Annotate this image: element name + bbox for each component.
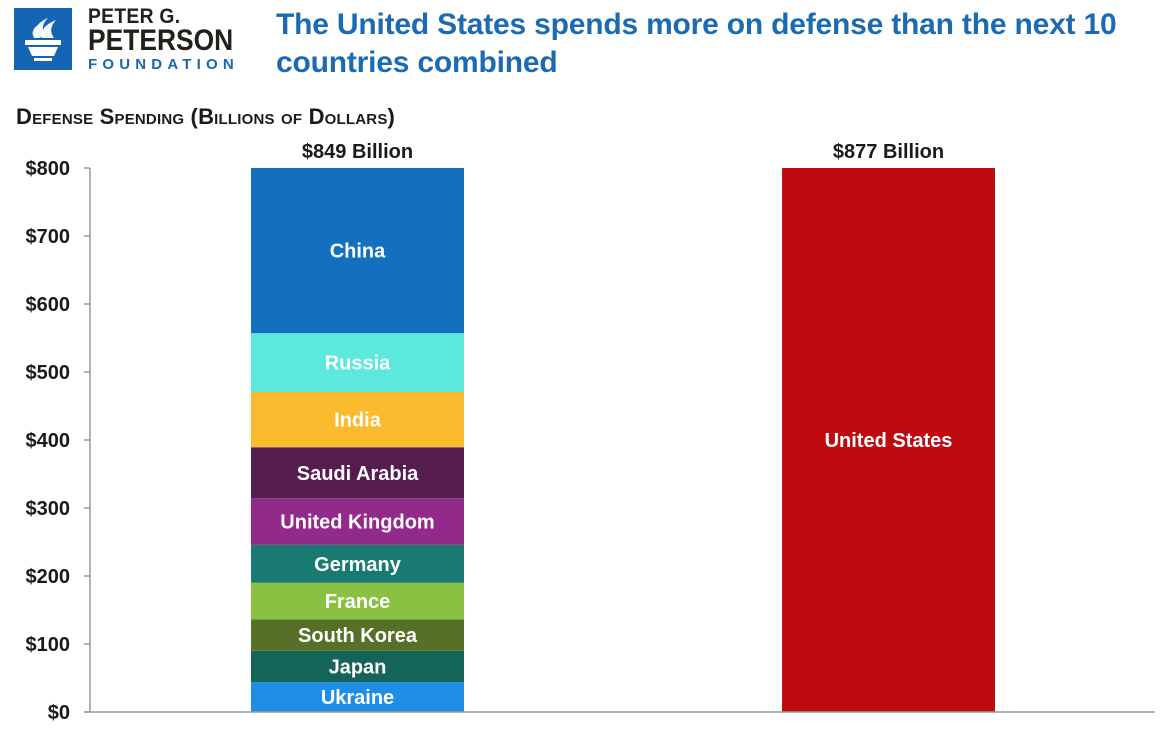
bar-united-states: United States $877 Billion	[782, 141, 995, 712]
segment-label-saudi-arabia: Saudi Arabia	[297, 463, 419, 485]
y-tick-label: $600	[26, 294, 71, 316]
segment-label-germany: Germany	[314, 554, 402, 576]
bar-total-label: $877 Billion	[833, 141, 944, 163]
logo-wordmark: PETER G. PETERSON FOUNDATION	[88, 6, 253, 72]
bar-segment-china	[251, 168, 464, 334]
segment-label-france: France	[325, 591, 391, 613]
axis-layer: $0 $100 $200 $300 $400 $500 $600 $700 $800	[26, 158, 1155, 724]
chart-title: The United States spends more on defense…	[276, 8, 1117, 79]
segment-label-japan: Japan	[329, 656, 387, 678]
y-tick-label: $100	[26, 634, 71, 656]
logo-line-1: PETER G.	[88, 5, 181, 28]
segment-label-ukraine: Ukraine	[321, 687, 394, 709]
logo-badge	[14, 8, 72, 70]
logo-line-2: PETERSON	[88, 24, 234, 57]
segment-label-united-kingdom: United Kingdom	[280, 512, 434, 534]
y-tick-label: $800	[26, 158, 71, 180]
logo-line-3: FOUNDATION	[88, 56, 239, 73]
segment-label-russia: Russia	[325, 353, 391, 375]
y-tick-label: $0	[48, 702, 70, 724]
segment-label-india: India	[334, 410, 382, 432]
bar-segment-france	[251, 582, 464, 620]
bar-total-label: $849 Billion	[302, 141, 413, 163]
y-axis-title: Defense Spending (Billions of Dollars)	[16, 104, 396, 129]
y-tick-label: $300	[26, 498, 71, 520]
bar-segment-united-states	[782, 168, 995, 712]
segment-label-united-states: United States	[825, 430, 953, 452]
y-tick-label: $500	[26, 362, 71, 384]
y-tick-label: $700	[26, 226, 71, 248]
bar-segment-india	[251, 391, 464, 448]
segment-label-south-korea: South Korea	[298, 625, 418, 647]
bar-segment-south-korea	[251, 619, 464, 651]
bar-segment-saudi-arabia	[251, 447, 464, 499]
bar-segment-germany	[251, 544, 464, 583]
bar-segment-japan	[251, 650, 464, 683]
bar-segment-russia	[251, 333, 464, 392]
bar-next-10-countries: Ukraine Japan South Korea France Germany Unit…	[251, 141, 464, 712]
bar-segment-ukraine	[251, 682, 464, 712]
torch-icon	[25, 18, 61, 61]
bar-segment-united-kingdom	[251, 498, 464, 545]
y-tick-label: $200	[26, 566, 71, 588]
segment-label-china: China	[330, 241, 386, 263]
bars-layer: Ukraine Japan South Korea France Germany Unit…	[251, 141, 995, 712]
y-tick-label: $400	[26, 430, 71, 452]
